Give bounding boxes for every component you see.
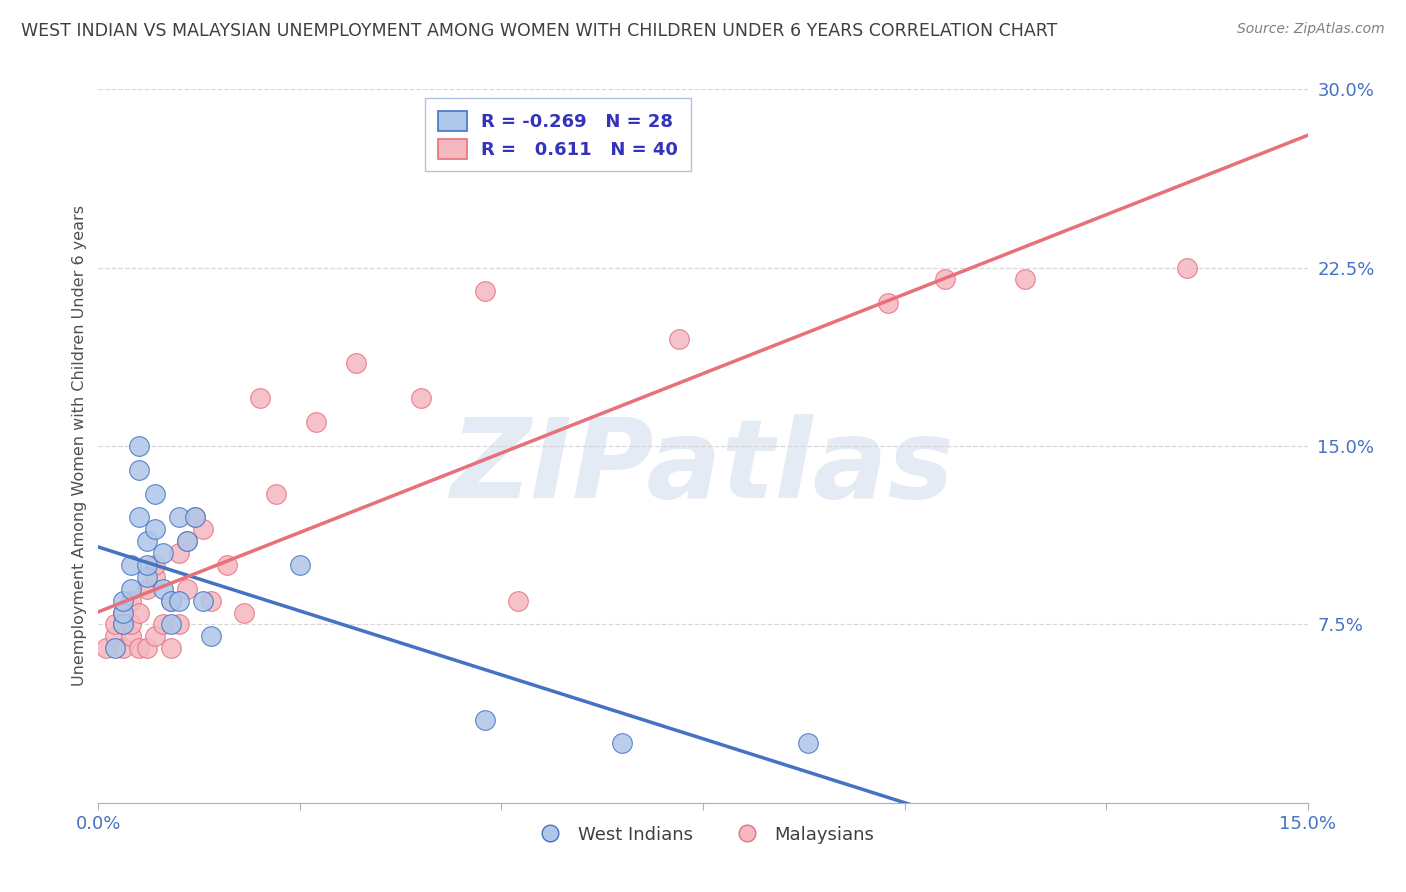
Point: [160, 641, 183, 656]
Legend: West Indians, Malaysians: West Indians, Malaysians: [526, 819, 880, 851]
Point: [167, 546, 190, 560]
Point: [103, 641, 125, 656]
Point: [200, 593, 222, 607]
Point: [120, 617, 142, 632]
Point: [120, 558, 142, 572]
Text: WEST INDIAN VS MALAYSIAN UNEMPLOYMENT AMONG WOMEN WITH CHILDREN UNDER 6 YEARS CO: WEST INDIAN VS MALAYSIAN UNEMPLOYMENT AM…: [21, 22, 1057, 40]
Point: [200, 629, 222, 643]
Text: Source: ZipAtlas.com: Source: ZipAtlas.com: [1237, 22, 1385, 37]
Point: [143, 558, 166, 572]
Point: [232, 606, 254, 620]
Point: [135, 570, 157, 584]
Point: [120, 593, 142, 607]
Point: [160, 617, 183, 632]
Point: [143, 486, 166, 500]
Point: [128, 439, 150, 453]
Point: [128, 463, 150, 477]
Text: ZIPatlas: ZIPatlas: [451, 414, 955, 521]
Point: [152, 617, 174, 632]
Point: [305, 415, 328, 429]
Point: [103, 629, 125, 643]
Point: [135, 558, 157, 572]
Point: [612, 736, 634, 750]
Point: [877, 296, 900, 310]
Point: [184, 510, 207, 524]
Point: [111, 606, 134, 620]
Point: [143, 629, 166, 643]
Point: [152, 546, 174, 560]
Point: [1175, 260, 1198, 275]
Point: [193, 522, 215, 536]
Point: [120, 582, 142, 596]
Point: [152, 582, 174, 596]
Point: [103, 617, 125, 632]
Point: [176, 534, 198, 549]
Point: [474, 285, 496, 299]
Point: [111, 617, 134, 632]
Point: [135, 534, 157, 549]
Point: [111, 606, 134, 620]
Point: [128, 641, 150, 656]
Point: [176, 582, 198, 596]
Point: [668, 332, 690, 346]
Point: [193, 593, 215, 607]
Point: [111, 617, 134, 632]
Point: [474, 713, 496, 727]
Point: [160, 593, 183, 607]
Point: [111, 641, 134, 656]
Point: [111, 593, 134, 607]
Y-axis label: Unemployment Among Women with Children Under 6 years: Unemployment Among Women with Children U…: [72, 205, 87, 687]
Point: [176, 534, 198, 549]
Point: [167, 617, 190, 632]
Point: [217, 558, 239, 572]
Point: [344, 356, 367, 370]
Point: [184, 510, 207, 524]
Point: [135, 641, 157, 656]
Point: [167, 510, 190, 524]
Point: [128, 606, 150, 620]
Point: [797, 736, 820, 750]
Point: [143, 522, 166, 536]
Point: [934, 272, 956, 286]
Point: [96, 641, 118, 656]
Point: [506, 593, 529, 607]
Point: [128, 510, 150, 524]
Point: [135, 582, 157, 596]
Point: [288, 558, 311, 572]
Point: [249, 392, 271, 406]
Point: [264, 486, 287, 500]
Point: [160, 593, 183, 607]
Point: [1014, 272, 1036, 286]
Point: [409, 392, 432, 406]
Point: [120, 629, 142, 643]
Point: [143, 570, 166, 584]
Point: [167, 593, 190, 607]
